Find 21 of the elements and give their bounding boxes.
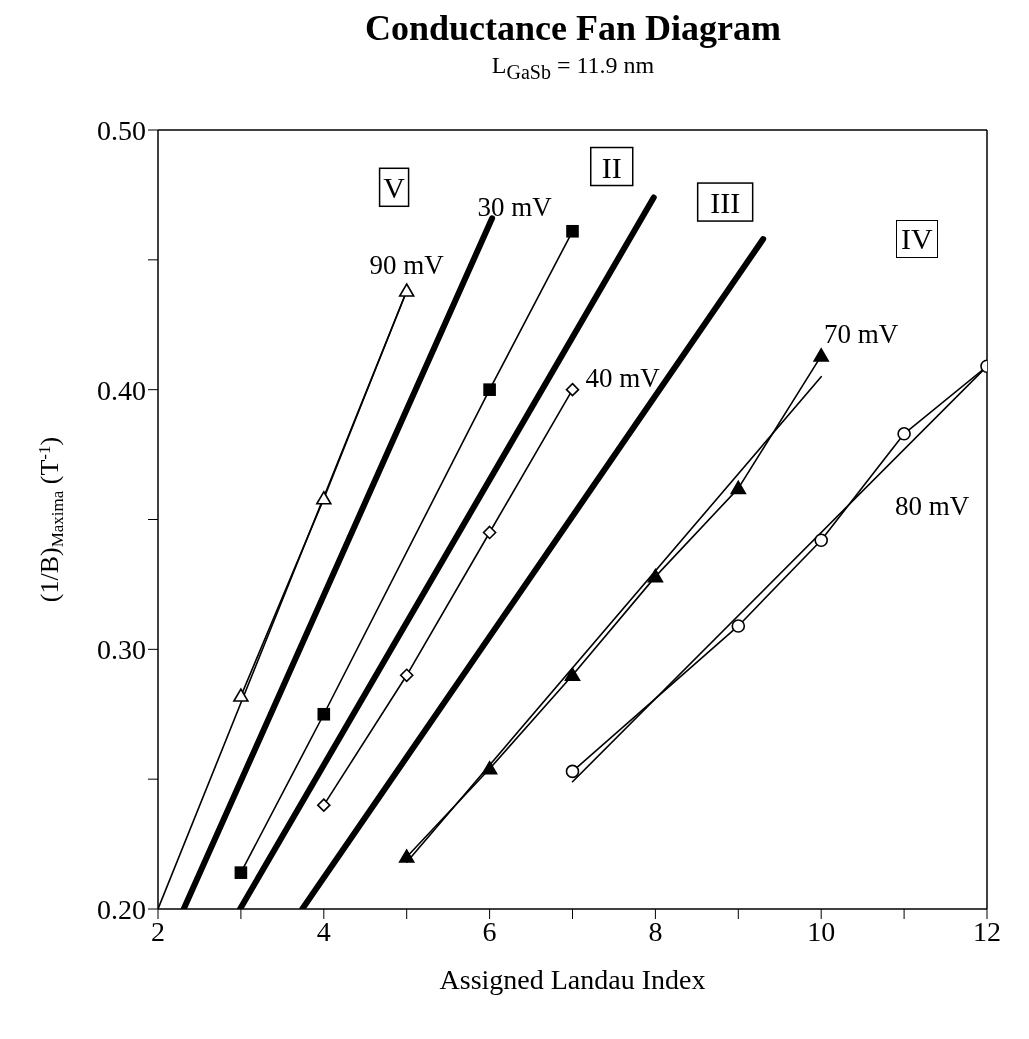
y-tick-label: 0.50	[97, 114, 146, 146]
series-label: 30 mV	[477, 192, 553, 223]
y-tick-label: 0.40	[97, 374, 146, 406]
chart-title: Conductance Fan Diagram	[364, 8, 782, 48]
series-label: 80 mV	[894, 491, 970, 522]
x-tick-label: 2	[151, 915, 165, 947]
chart-subtitle: L$_{GaSb}$ = 11.9 nm	[490, 51, 656, 85]
x-tick-label: 4	[316, 915, 331, 947]
x-tick-label: 6	[482, 915, 497, 947]
series-label: 40 mV	[585, 362, 661, 393]
y-tick-label: 0.20	[97, 893, 146, 925]
series-label: 70 mV	[824, 318, 899, 349]
x-tick-label: 8	[648, 915, 663, 947]
series-label: III	[710, 185, 741, 219]
series-label: II	[601, 150, 622, 184]
series-label: 90 mV	[369, 249, 445, 280]
x-axis-title: Assigned Landau Index	[439, 963, 706, 995]
y-tick-label: 0.30	[97, 634, 146, 666]
annotation: IV	[896, 220, 938, 258]
x-tick-label: 12	[973, 915, 1001, 947]
x-tick-label: 10	[807, 915, 836, 947]
